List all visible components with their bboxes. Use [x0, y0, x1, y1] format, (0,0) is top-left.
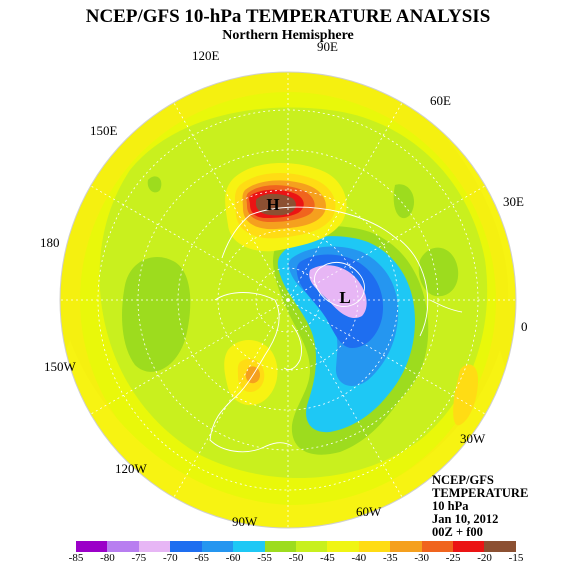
warm-streak-east — [453, 364, 478, 426]
info-level: 10 hPa — [432, 499, 469, 513]
color-scale-swatch — [327, 541, 359, 552]
color-scale-swatch — [453, 541, 485, 552]
longitude-label-120w: 120W — [115, 461, 147, 476]
map-subtitle: Northern Hemisphere — [222, 28, 354, 43]
color-scale-swatch — [264, 541, 296, 552]
color-scale-swatch — [358, 541, 391, 552]
color-scale-tick-label: -65 — [194, 552, 210, 564]
color-scale-swatch — [484, 541, 516, 552]
longitude-label-180: 180 — [40, 235, 60, 250]
longitude-label-60w: 60W — [356, 504, 382, 519]
longitude-label-90w: 90W — [232, 514, 258, 529]
coastline-europe — [399, 239, 463, 337]
green-patch-north — [147, 176, 162, 193]
green-patch-east — [393, 184, 415, 219]
longitude-label-150e: 150E — [90, 123, 118, 138]
color-scale-swatch — [107, 541, 139, 552]
color-scale-tick-label: -80 — [100, 552, 115, 564]
color-scale-tick-label: -75 — [131, 552, 147, 564]
hemisphere-outline — [59, 71, 517, 529]
color-scale-tick-label: -45 — [320, 552, 335, 564]
color-scale-tick-label: -25 — [445, 552, 461, 564]
color-scale-tick-label: -30 — [414, 552, 430, 564]
run-info: NCEP/GFS TEMPERATURE 10 hPa Jan 10, 2012… — [432, 474, 528, 539]
info-date: Jan 10, 2012 — [432, 512, 499, 526]
color-scale-swatch — [233, 541, 265, 552]
longitude-label-150w: 150W — [44, 359, 76, 374]
color-scale-tick-label: -20 — [477, 552, 492, 564]
green-patch-northeast — [418, 247, 459, 297]
graticule — [60, 72, 516, 528]
color-scale-swatch — [170, 541, 202, 552]
longitude-label-30e: 30E — [503, 194, 524, 209]
color-scale-swatch — [76, 541, 108, 552]
coastline-hudson — [283, 324, 303, 371]
color-scale-tick-label: -40 — [351, 552, 367, 564]
low-marker: L — [339, 288, 350, 307]
info-forecast-hour: 00Z + f00 — [432, 525, 483, 539]
coastline-north-america — [209, 292, 293, 453]
color-scale-tick-label: -70 — [162, 552, 178, 564]
info-variable: TEMPERATURE — [432, 486, 529, 500]
color-scale-swatch — [138, 541, 171, 552]
color-scale-swatch — [295, 541, 328, 552]
coastline-greenland — [314, 261, 365, 307]
info-source: NCEP/GFS — [432, 473, 494, 487]
longitude-label-30w: 30W — [460, 431, 486, 446]
color-scale-swatch — [201, 541, 234, 552]
color-scale-ticks: -85 -80 -75 -70 -65 -60 -55 -50 -45 -40 -35 -30 -25 -… — [0, 552, 576, 572]
color-scale-tick-label: -15 — [508, 552, 524, 564]
longitude-label-90e: 90E — [317, 39, 338, 54]
color-scale-swatch — [421, 541, 454, 552]
coastline-asia — [221, 206, 399, 259]
coastlines — [209, 206, 463, 453]
color-scale-tick-label: -55 — [257, 552, 272, 564]
color-scale — [76, 541, 516, 552]
longitude-label-0: 0 — [521, 319, 528, 334]
color-scale-tick-label: -60 — [225, 552, 241, 564]
longitude-label-60e: 60E — [430, 93, 451, 108]
map-title: NCEP/GFS 10-hPa TEMPERATURE ANALYSIS — [85, 6, 491, 27]
longitude-label-120e: 120E — [192, 48, 220, 63]
color-scale-tick-label: -50 — [288, 552, 304, 564]
color-scale-tick-label: -35 — [382, 552, 398, 564]
color-scale-tick-label: -85 — [68, 552, 84, 564]
color-scale-swatch — [390, 541, 422, 552]
high-marker: H — [266, 195, 279, 214]
